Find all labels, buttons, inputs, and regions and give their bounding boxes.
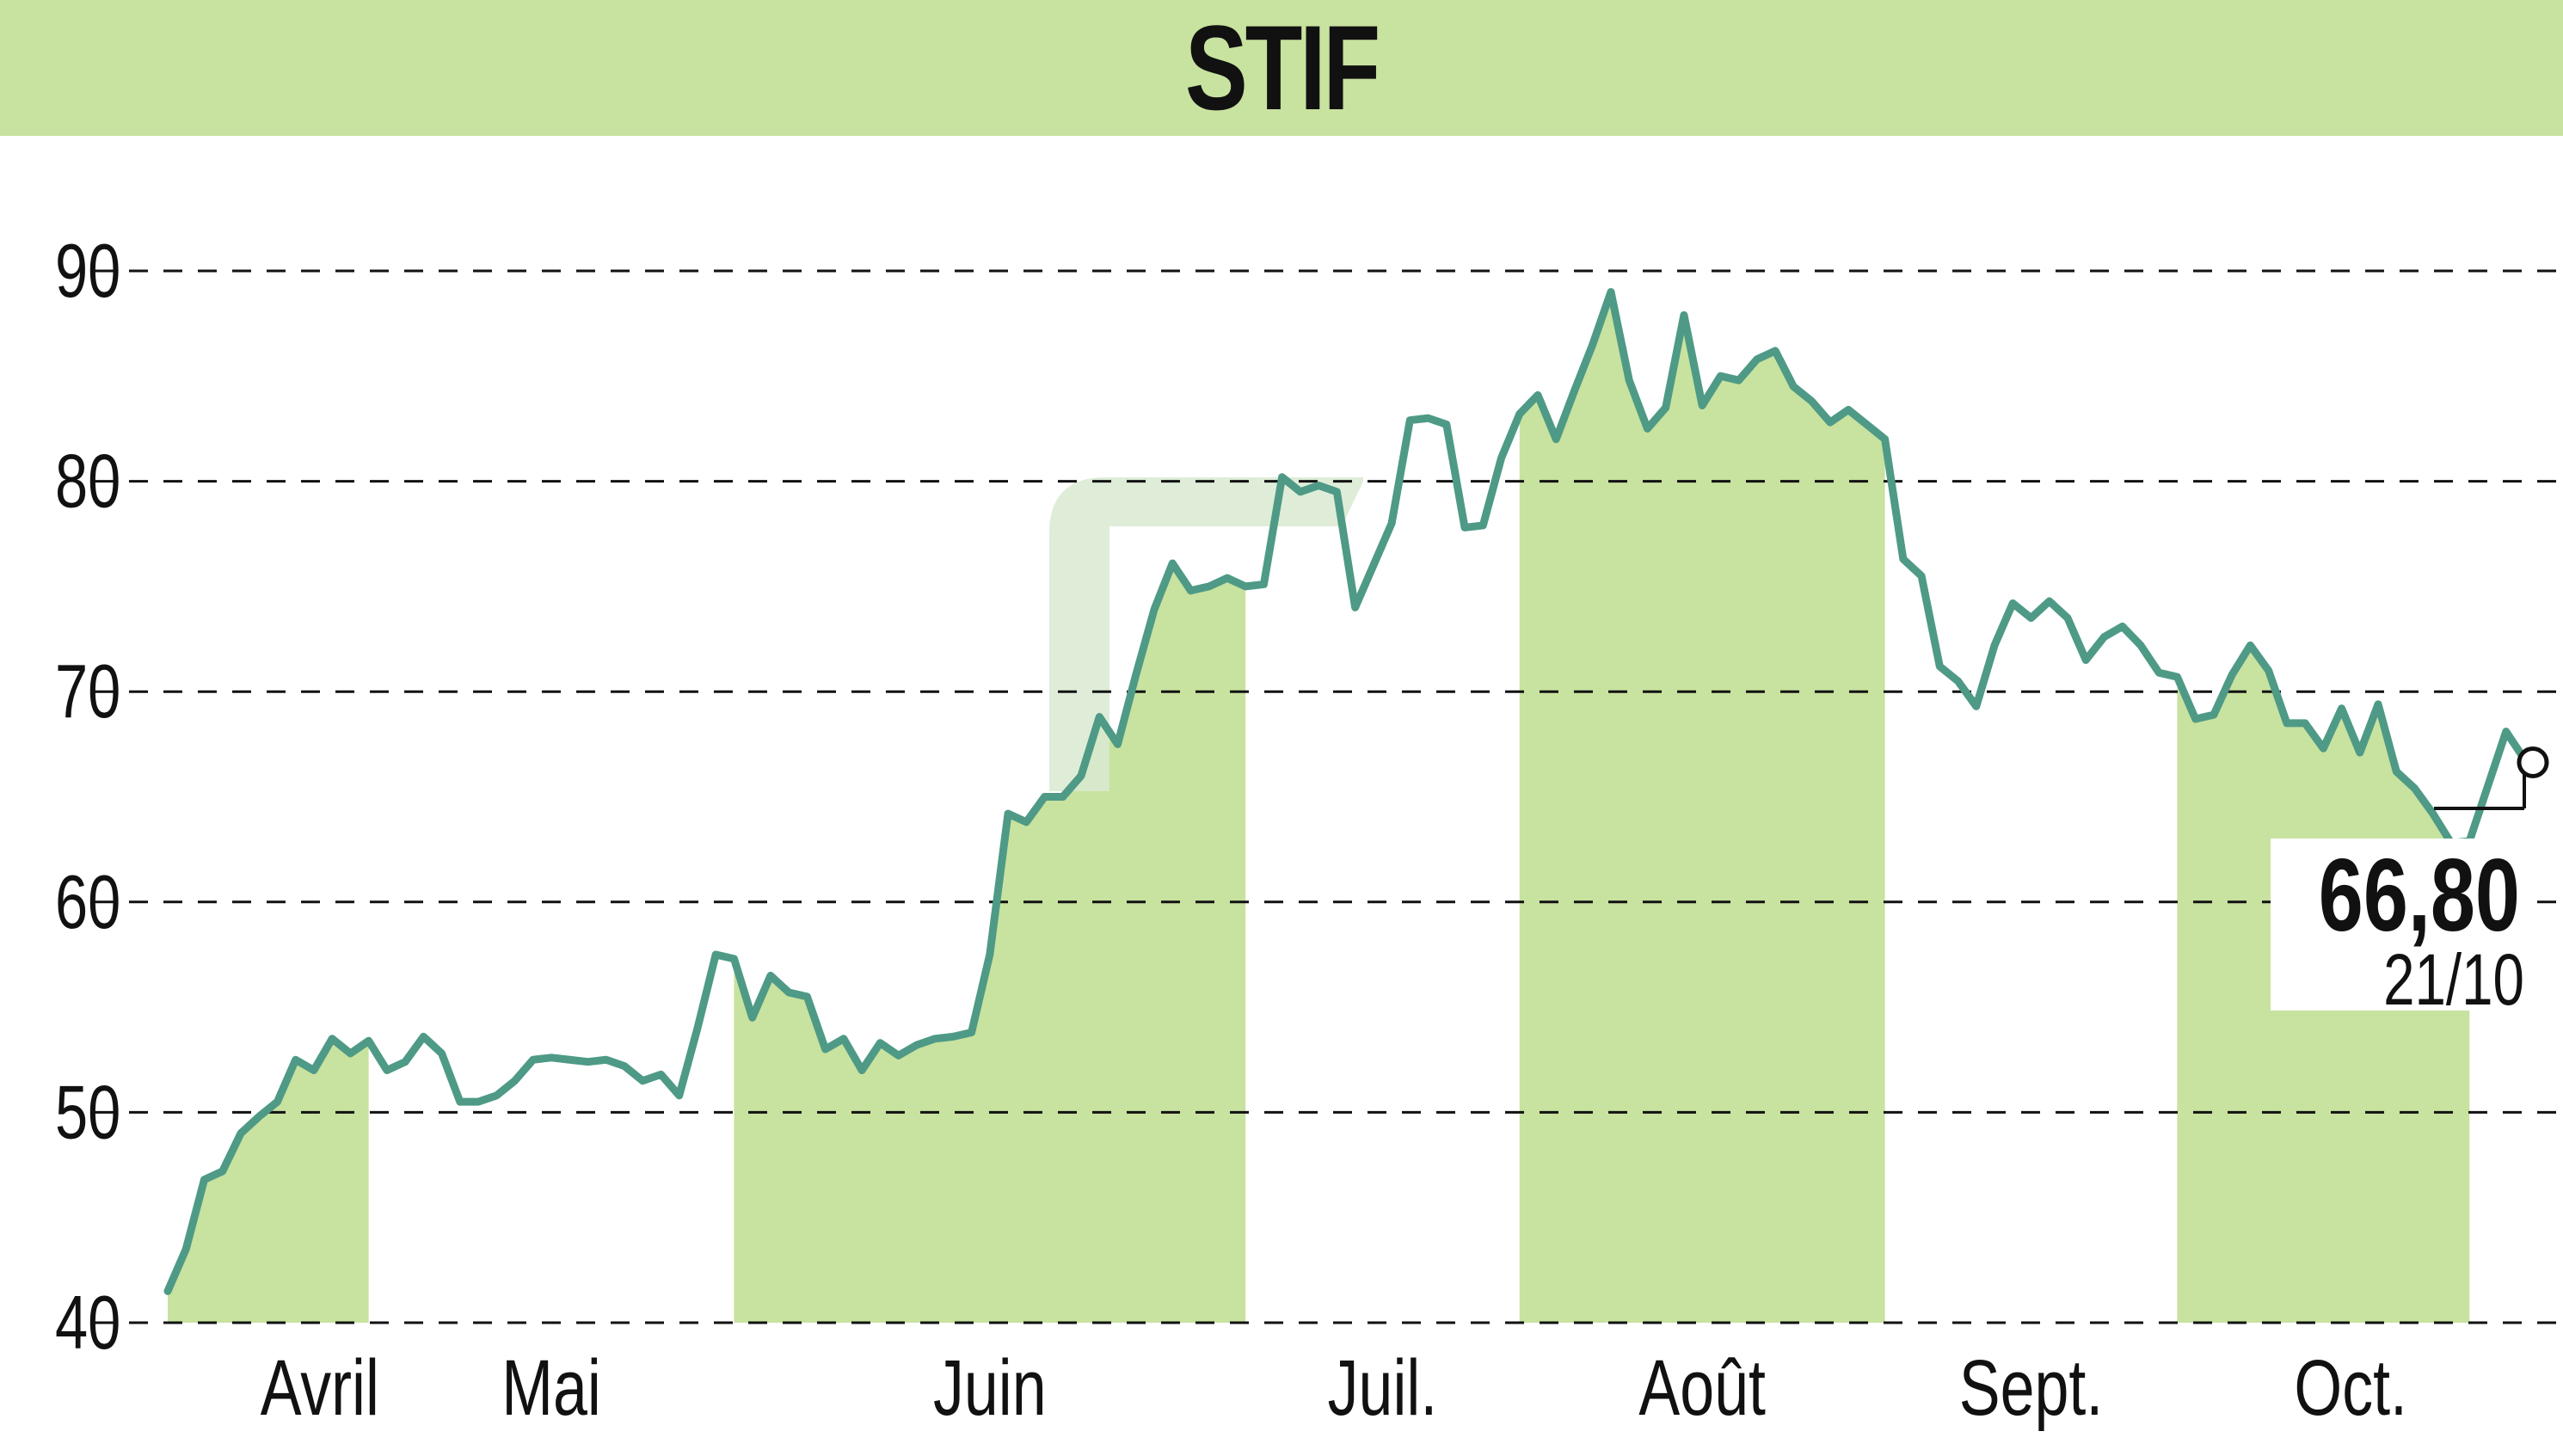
title-banner [0,0,2563,136]
y-tick-label: 60 [55,860,120,944]
x-label-4: Août [1638,1343,1766,1432]
month-shade-0 [168,1038,369,1323]
value-box-bg [2271,839,2529,1011]
month-shading [168,292,2470,1324]
y-tick-label: 50 [55,1070,120,1154]
x-label-1: Mai [501,1343,601,1432]
y-tick-label: 70 [55,649,120,734]
watermark-logo [1049,477,1363,791]
x-axis-labels: Avril Mai Juin Juil. Août Sept. Oct. [261,1343,2407,1432]
x-label-2: Juin [933,1343,1047,1432]
month-shade-2 [1519,292,1885,1324]
y-tick-label: 90 [55,229,120,313]
x-label-6: Oct. [2294,1343,2407,1432]
last-point-marker [2517,746,2549,778]
x-label-5: Sept. [1959,1343,2104,1432]
series-line [163,287,2529,1295]
month-shade-1 [734,562,1246,1323]
last-value-label: 66,80 [2319,838,2520,953]
x-label-3: Juil. [1328,1343,1438,1432]
last-date-label: 21/10 [2383,939,2524,1020]
x-label-0: Avril [261,1343,379,1432]
y-tick-label: 80 [55,439,120,523]
chart-title: STIF [1184,0,1380,135]
price-series [163,287,2529,1295]
y-tick-label: 40 [55,1281,120,1365]
y-axis-ticks: 40 50 60 70 80 90 [55,229,120,1365]
